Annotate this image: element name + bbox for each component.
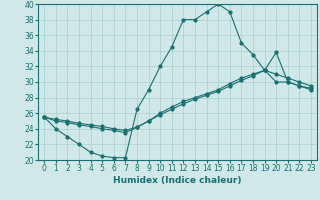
X-axis label: Humidex (Indice chaleur): Humidex (Indice chaleur) <box>113 176 242 185</box>
